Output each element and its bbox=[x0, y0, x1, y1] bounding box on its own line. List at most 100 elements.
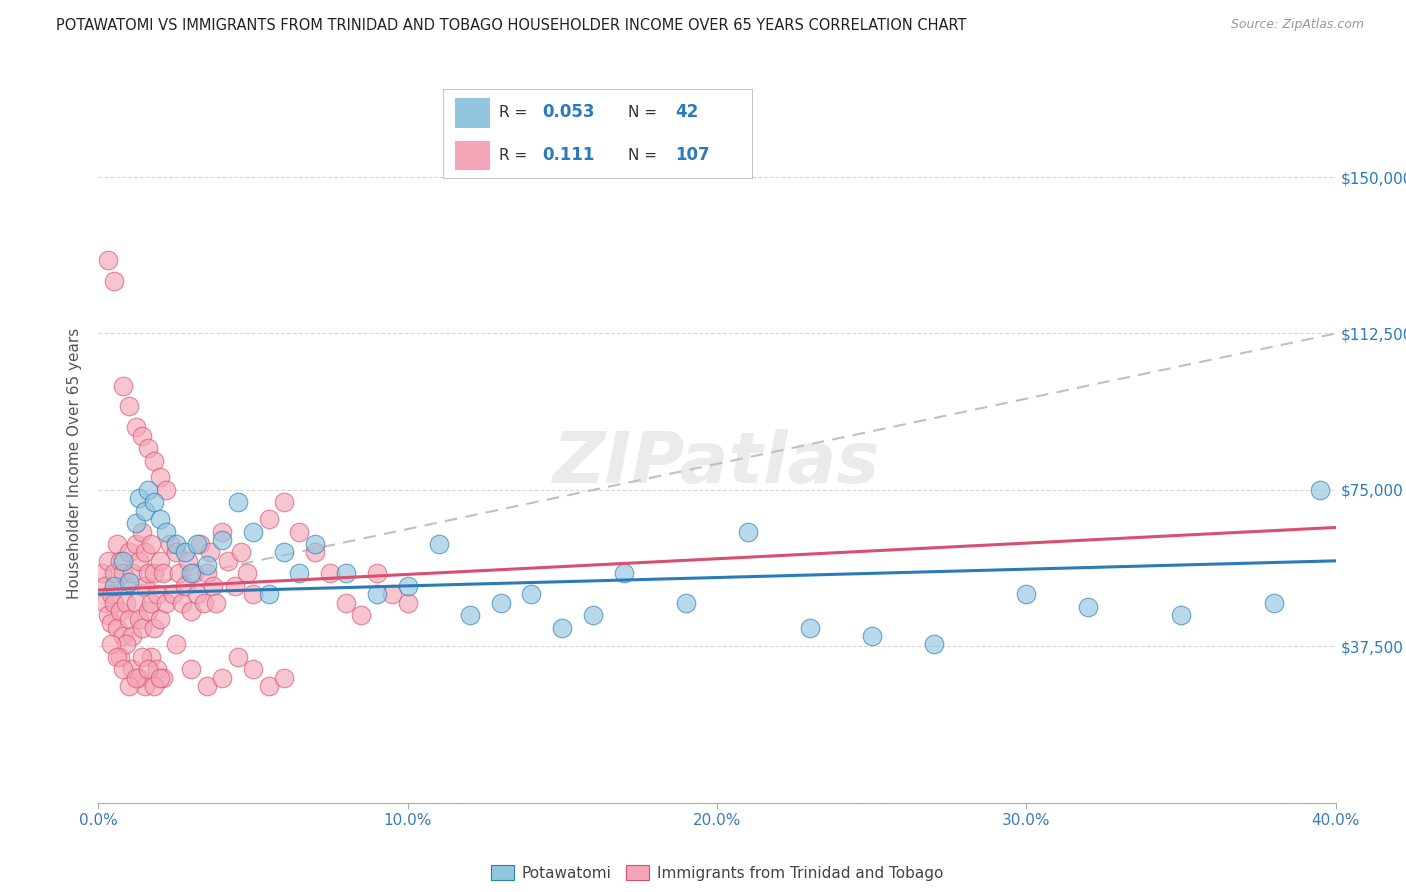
Point bbox=[226, 649, 249, 664]
Point bbox=[112, 554, 135, 568]
Point bbox=[1263, 596, 1285, 610]
Point bbox=[149, 612, 172, 626]
Text: R =: R = bbox=[499, 148, 537, 162]
Point bbox=[366, 587, 388, 601]
Point bbox=[118, 545, 141, 559]
Point bbox=[489, 596, 512, 610]
Point bbox=[737, 524, 759, 539]
Point bbox=[224, 579, 246, 593]
Point bbox=[146, 587, 169, 601]
Point bbox=[155, 596, 177, 610]
Point bbox=[124, 671, 146, 685]
Point bbox=[97, 253, 120, 268]
Point bbox=[236, 566, 259, 581]
Point bbox=[146, 662, 169, 676]
Point bbox=[174, 545, 197, 559]
Point bbox=[193, 596, 215, 610]
Point bbox=[155, 483, 177, 497]
Point bbox=[131, 428, 153, 442]
Point bbox=[121, 566, 143, 581]
Text: 0.053: 0.053 bbox=[541, 103, 595, 121]
Point bbox=[100, 616, 122, 631]
Text: N =: N = bbox=[628, 148, 662, 162]
Point bbox=[121, 629, 143, 643]
Point bbox=[155, 524, 177, 539]
Point bbox=[105, 649, 128, 664]
Point bbox=[103, 579, 125, 593]
Point bbox=[170, 596, 193, 610]
Point bbox=[97, 608, 120, 623]
Point bbox=[211, 671, 233, 685]
Point bbox=[118, 574, 141, 589]
Point bbox=[165, 545, 187, 559]
Point bbox=[257, 587, 280, 601]
Point bbox=[128, 554, 150, 568]
Point bbox=[136, 604, 159, 618]
Point bbox=[211, 533, 233, 547]
Point bbox=[128, 671, 150, 685]
Point bbox=[273, 545, 295, 559]
Point bbox=[304, 537, 326, 551]
Point bbox=[201, 579, 224, 593]
Legend: Potawatomi, Immigrants from Trinidad and Tobago: Potawatomi, Immigrants from Trinidad and… bbox=[485, 858, 949, 887]
Bar bbox=[456, 141, 489, 169]
Text: ZIPatlas: ZIPatlas bbox=[554, 429, 880, 499]
Point bbox=[186, 587, 208, 601]
Point bbox=[1077, 599, 1099, 614]
Point bbox=[242, 587, 264, 601]
Point bbox=[273, 495, 295, 509]
Point bbox=[520, 587, 543, 601]
Point bbox=[112, 662, 135, 676]
Point bbox=[124, 420, 146, 434]
Point bbox=[288, 524, 311, 539]
Point bbox=[112, 629, 135, 643]
Text: 107: 107 bbox=[675, 146, 710, 164]
Point bbox=[118, 400, 141, 414]
Point bbox=[165, 637, 187, 651]
Point bbox=[186, 537, 208, 551]
Text: 42: 42 bbox=[675, 103, 699, 121]
Point bbox=[396, 579, 419, 593]
Point bbox=[134, 679, 156, 693]
Point bbox=[229, 545, 252, 559]
Point bbox=[93, 579, 115, 593]
Point bbox=[242, 524, 264, 539]
Text: POTAWATOMI VS IMMIGRANTS FROM TRINIDAD AND TOBAGO HOUSEHOLDER INCOME OVER 65 YEA: POTAWATOMI VS IMMIGRANTS FROM TRINIDAD A… bbox=[56, 18, 967, 33]
Point bbox=[100, 637, 122, 651]
Y-axis label: Householder Income Over 65 years: Householder Income Over 65 years bbox=[67, 328, 83, 599]
Point bbox=[118, 679, 141, 693]
Point bbox=[143, 621, 166, 635]
Point bbox=[205, 596, 228, 610]
Point bbox=[143, 453, 166, 467]
Point bbox=[112, 566, 135, 581]
Point bbox=[1309, 483, 1331, 497]
Point bbox=[152, 671, 174, 685]
Point bbox=[134, 545, 156, 559]
Point bbox=[100, 587, 122, 601]
Point bbox=[922, 637, 945, 651]
Point bbox=[177, 554, 200, 568]
Point bbox=[257, 679, 280, 693]
Point bbox=[174, 579, 197, 593]
Point bbox=[124, 537, 146, 551]
Point bbox=[103, 274, 125, 288]
Point bbox=[131, 621, 153, 635]
Point bbox=[105, 537, 128, 551]
Point bbox=[131, 649, 153, 664]
Point bbox=[350, 608, 373, 623]
Point bbox=[108, 604, 131, 618]
Point bbox=[131, 524, 153, 539]
Point bbox=[195, 558, 218, 572]
Bar bbox=[456, 98, 489, 127]
Point bbox=[381, 587, 404, 601]
Point bbox=[180, 566, 202, 581]
Point bbox=[136, 441, 159, 455]
Point bbox=[257, 512, 280, 526]
Point bbox=[195, 679, 218, 693]
Point bbox=[139, 649, 162, 664]
Point bbox=[108, 554, 131, 568]
Text: R =: R = bbox=[499, 105, 531, 120]
Point bbox=[427, 537, 450, 551]
Point bbox=[162, 587, 184, 601]
Point bbox=[335, 596, 357, 610]
